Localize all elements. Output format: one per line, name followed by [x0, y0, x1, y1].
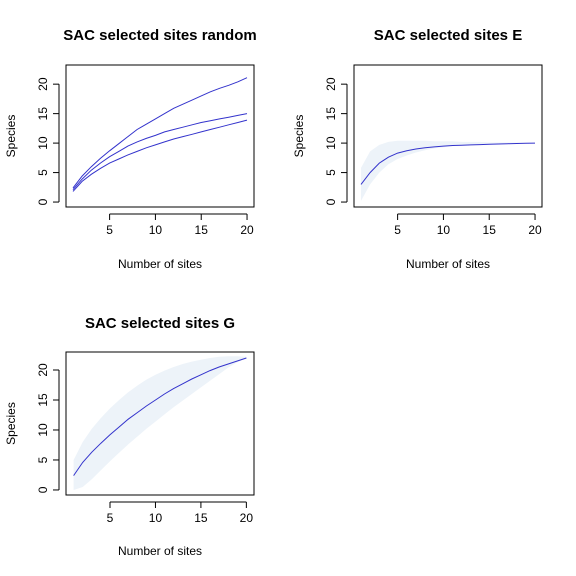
x-tick-label: 10 — [149, 223, 163, 237]
y-axis-label: Species — [4, 402, 18, 445]
x-tick-label: 15 — [195, 223, 209, 237]
y-axis-label: Species — [292, 115, 306, 158]
x-axis-label: Number of sites — [118, 257, 202, 271]
x-tick-label: 5 — [107, 511, 114, 525]
x-tick-label: 20 — [528, 223, 542, 237]
y-tick-label: 20 — [324, 77, 338, 91]
confidence-band — [361, 140, 535, 201]
y-axis-label: Species — [4, 115, 18, 158]
plot-frame — [65, 351, 255, 496]
x-tick-label: 10 — [149, 511, 163, 525]
y-tick-label: 0 — [324, 198, 338, 205]
y-tick-label: 15 — [324, 107, 338, 121]
panel-sac-e: 5 10 15 20 0 5 10 15 20 SAC selected sites E Numbe… — [292, 27, 543, 271]
y-tick-label: 10 — [324, 136, 338, 150]
x-axis-label: Number of sites — [118, 544, 202, 558]
x-tick-label: 15 — [483, 223, 497, 237]
y-tick-label: 20 — [36, 363, 50, 377]
series-line-1 — [73, 357, 247, 476]
series-line-1 — [72, 77, 248, 189]
y-tick-label: 0 — [36, 486, 50, 493]
y-tick-label: 20 — [36, 77, 50, 91]
y-tick-label: 5 — [324, 169, 338, 176]
y-tick-label: 5 — [36, 169, 50, 176]
x-tick-label: 5 — [394, 223, 401, 237]
y-tick-label: 5 — [36, 456, 50, 463]
chart-title: SAC selected sites E — [374, 27, 522, 44]
x-tick-label: 20 — [240, 223, 254, 237]
y-tick-label: 10 — [36, 136, 50, 150]
y-tick-label: 15 — [36, 107, 50, 121]
plot-frame — [353, 64, 543, 208]
panel-sac-random: 5 10 15 20 0 5 10 15 20 SAC selected sites random… — [4, 27, 257, 271]
plot-frame — [65, 64, 255, 208]
y-tick-label: 0 — [36, 198, 50, 205]
x-tick-label: 5 — [106, 223, 113, 237]
series-line-2 — [72, 113, 248, 191]
panel-sac-g: 5 10 15 20 0 5 10 15 20 SAC selected sites G Numbe… — [4, 315, 255, 558]
confidence-band — [73, 356, 247, 490]
chart-title: SAC selected sites random — [63, 27, 256, 44]
x-axis-label: Number of sites — [406, 257, 490, 271]
chart-title: SAC selected sites G — [85, 315, 235, 332]
x-tick-label: 20 — [240, 511, 254, 525]
x-tick-label: 10 — [437, 223, 451, 237]
series-line-1 — [360, 142, 536, 185]
x-tick-label: 15 — [194, 511, 208, 525]
y-tick-label: 10 — [36, 423, 50, 437]
y-tick-label: 15 — [36, 393, 50, 407]
series-line-3 — [72, 119, 248, 192]
